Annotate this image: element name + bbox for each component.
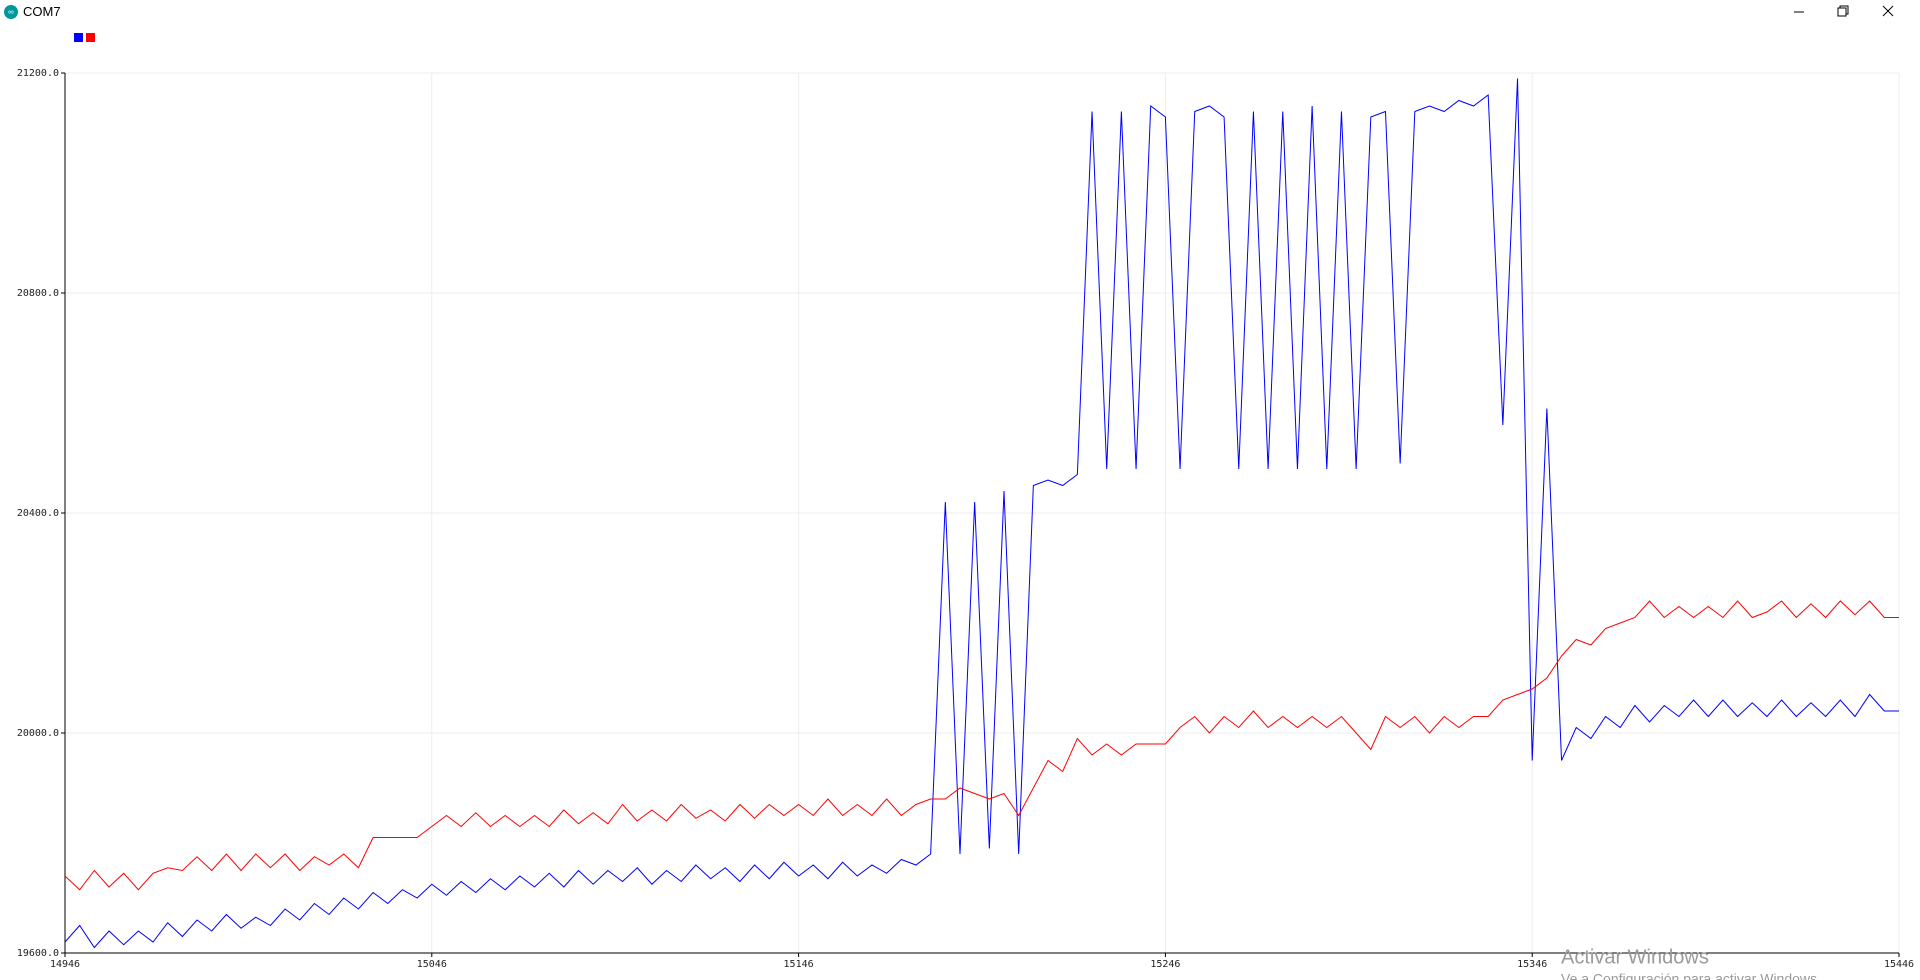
close-button[interactable] [1882,5,1894,17]
watermark-subtitle: Ve a Configuración para activar Windows [1561,971,1817,980]
y-tick-label: 20000.0 [17,728,59,739]
x-tick-label: 15146 [784,959,814,970]
x-tick-label: 15046 [417,959,447,970]
title-bar: ∞ COM7 [0,0,1920,24]
y-tick-label: 20400.0 [17,508,59,519]
x-tick-label: 14946 [50,959,80,970]
series-line [64,600,1899,891]
legend-swatch [86,33,95,42]
window-controls[interactable] [1780,0,1920,24]
y-tick-label: 19600.0 [17,948,59,959]
x-tick-label: 15246 [1150,959,1180,970]
restore-button[interactable] [1837,5,1849,17]
app-icon: ∞ [4,5,18,19]
x-tick-label: 15346 [1517,959,1547,970]
window-title: COM7 [23,4,61,19]
y-tick-label: 20800.0 [17,288,59,299]
series-line [64,78,1899,949]
legend-swatch [74,33,83,42]
y-tick-label: 21200.0 [17,68,59,79]
watermark-title: Activar Windows [1561,946,1709,968]
x-tick-label: 15446 [1884,959,1914,970]
svg-text:∞: ∞ [8,8,14,17]
